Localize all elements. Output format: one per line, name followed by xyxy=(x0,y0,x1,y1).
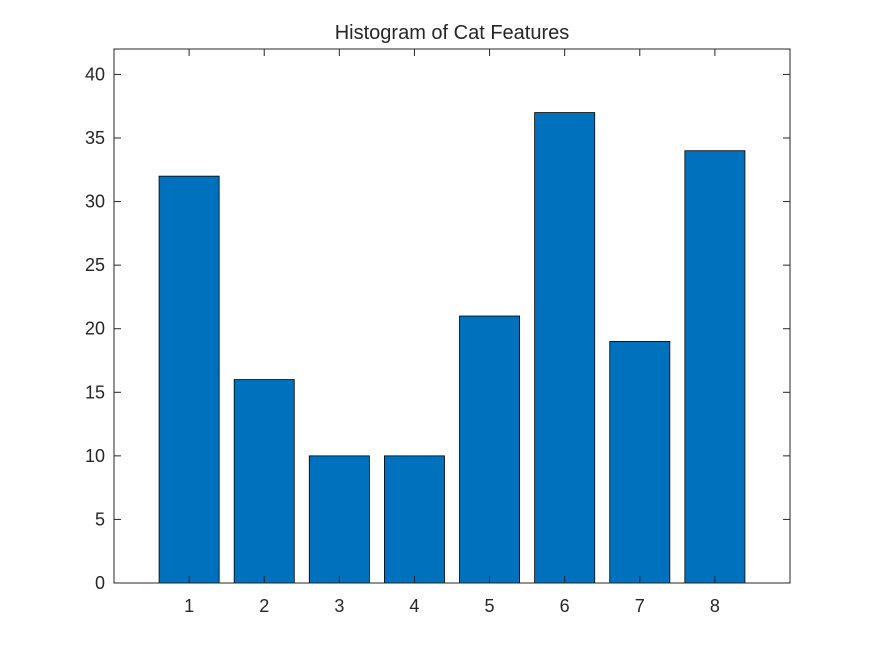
x-tick-label-7: 7 xyxy=(635,596,645,616)
y-tick-label-30: 30 xyxy=(85,192,105,212)
x-tick-label-5: 5 xyxy=(485,596,495,616)
x-tick-labels: 1 2 3 4 5 6 7 8 xyxy=(184,596,720,616)
bar-7 xyxy=(609,341,671,584)
x-tick-label-8: 8 xyxy=(710,596,720,616)
y-tick-label-15: 15 xyxy=(85,382,105,402)
y-tick-label-25: 25 xyxy=(85,255,105,275)
y-tick-label-20: 20 xyxy=(85,319,105,339)
x-tick-label-1: 1 xyxy=(184,596,194,616)
bars-group xyxy=(158,112,746,584)
x-tick-label-4: 4 xyxy=(409,596,419,616)
bar-3 xyxy=(308,455,370,584)
bar-1 xyxy=(158,175,220,584)
y-tick-label-5: 5 xyxy=(95,509,105,529)
bar-6 xyxy=(534,112,596,584)
x-tick-label-3: 3 xyxy=(334,596,344,616)
bar-4 xyxy=(383,455,445,584)
ticks-group xyxy=(114,49,790,584)
y-tick-label-10: 10 xyxy=(85,446,105,466)
chart-title: Histogram of Cat Features xyxy=(335,22,570,44)
y-tick-labels: 0 5 10 15 20 25 30 35 40 xyxy=(85,64,105,593)
bar-8 xyxy=(684,150,746,584)
y-tick-label-0: 0 xyxy=(95,573,105,593)
axes-box xyxy=(113,48,791,584)
y-tick-label-40: 40 xyxy=(85,64,105,84)
bar-5 xyxy=(459,315,520,584)
y-tick-label-35: 35 xyxy=(85,128,105,148)
x-tick-label-6: 6 xyxy=(560,596,570,616)
bar-2 xyxy=(233,379,295,584)
x-tick-label-2: 2 xyxy=(259,596,269,616)
